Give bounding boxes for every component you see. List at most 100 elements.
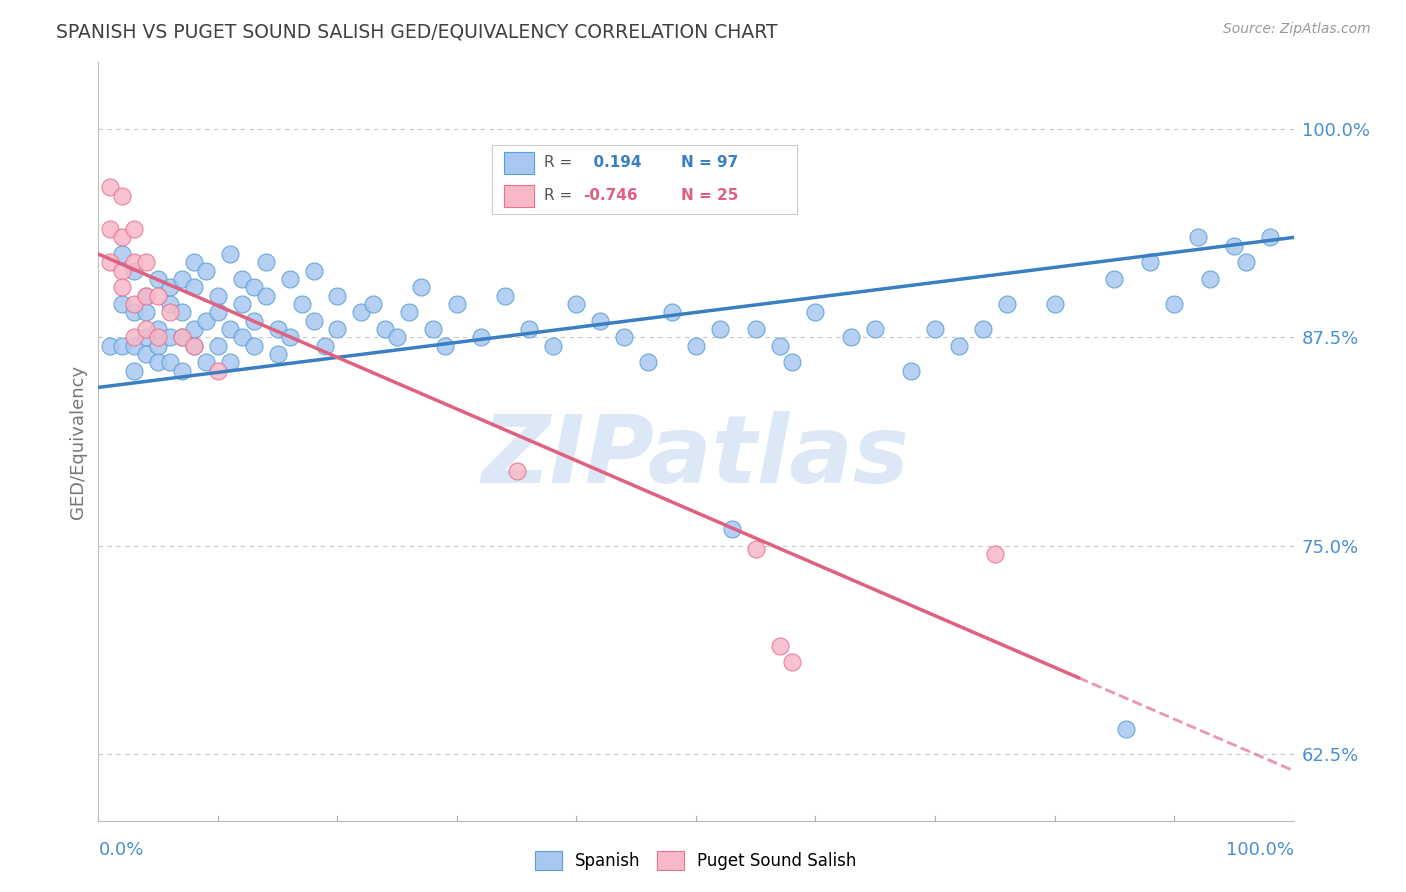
Point: [411, 280, 433, 294]
Text: Source: ZipAtlas.com: Source: ZipAtlas.com: [1223, 22, 1371, 37]
Point: [865, 322, 887, 336]
Point: [183, 339, 205, 353]
Point: [1258, 230, 1281, 244]
Point: [195, 264, 218, 278]
Point: [315, 339, 337, 353]
Point: [506, 464, 529, 478]
Point: [172, 330, 194, 344]
Point: [135, 347, 157, 361]
Point: [98, 222, 122, 236]
Point: [111, 247, 134, 261]
Point: [721, 522, 744, 536]
Point: [780, 355, 803, 369]
FancyBboxPatch shape: [503, 152, 534, 174]
Point: [111, 188, 134, 202]
Point: [172, 330, 194, 344]
FancyBboxPatch shape: [503, 185, 534, 207]
Text: N = 25: N = 25: [681, 188, 738, 203]
Point: [302, 264, 325, 278]
Point: [98, 255, 122, 269]
Point: [207, 289, 229, 303]
Point: [470, 330, 492, 344]
Point: [124, 305, 146, 319]
Point: [159, 305, 181, 319]
Point: [159, 355, 181, 369]
Point: [385, 330, 409, 344]
Point: [768, 639, 790, 653]
Text: -0.746: -0.746: [583, 188, 638, 203]
Point: [278, 272, 301, 286]
Point: [195, 314, 218, 328]
Text: R =: R =: [544, 188, 572, 203]
Point: [278, 330, 301, 344]
Point: [613, 330, 636, 344]
Point: [195, 355, 218, 369]
Point: [243, 280, 266, 294]
Point: [661, 305, 683, 319]
Point: [148, 339, 170, 353]
Point: [1104, 272, 1126, 286]
Text: 100.0%: 100.0%: [1226, 840, 1294, 859]
Point: [124, 330, 146, 344]
Point: [231, 330, 253, 344]
Point: [124, 297, 146, 311]
Point: [183, 255, 205, 269]
Point: [183, 339, 205, 353]
Point: [948, 339, 970, 353]
Point: [267, 347, 290, 361]
Point: [111, 339, 134, 353]
Point: [111, 230, 134, 244]
Point: [1199, 272, 1222, 286]
Point: [1187, 230, 1209, 244]
Point: [254, 289, 277, 303]
Point: [1223, 238, 1246, 252]
Point: [745, 322, 768, 336]
Point: [183, 322, 205, 336]
Point: [135, 305, 157, 319]
Point: [98, 180, 122, 194]
Point: [745, 541, 768, 556]
Point: [172, 272, 194, 286]
Point: [565, 297, 588, 311]
Point: [243, 339, 266, 353]
Point: [111, 280, 134, 294]
Point: [98, 339, 122, 353]
Point: [350, 305, 373, 319]
Point: [541, 339, 564, 353]
Point: [326, 322, 349, 336]
Point: [231, 272, 253, 286]
Point: [135, 322, 157, 336]
Point: [135, 289, 157, 303]
Point: [780, 656, 803, 670]
Point: [243, 314, 266, 328]
Point: [637, 355, 659, 369]
Point: [172, 305, 194, 319]
Point: [148, 322, 170, 336]
Point: [267, 322, 290, 336]
Point: [1139, 255, 1161, 269]
Point: [219, 355, 242, 369]
Point: [1234, 255, 1257, 269]
Point: [434, 339, 457, 353]
Point: [1163, 297, 1185, 311]
Point: [768, 339, 790, 353]
Point: [841, 330, 863, 344]
Point: [589, 314, 612, 328]
Point: [924, 322, 946, 336]
Point: [207, 339, 229, 353]
Point: [148, 330, 170, 344]
Point: [709, 322, 731, 336]
Y-axis label: GED/Equivalency: GED/Equivalency: [69, 365, 87, 518]
Point: [1043, 297, 1066, 311]
Point: [446, 297, 468, 311]
Point: [148, 272, 170, 286]
Point: [148, 355, 170, 369]
Point: [111, 297, 134, 311]
Point: [207, 305, 229, 319]
Point: [124, 222, 146, 236]
Point: [159, 330, 181, 344]
Text: ZIPatlas: ZIPatlas: [482, 410, 910, 503]
Point: [135, 289, 157, 303]
Point: [148, 289, 170, 303]
Point: [804, 305, 827, 319]
